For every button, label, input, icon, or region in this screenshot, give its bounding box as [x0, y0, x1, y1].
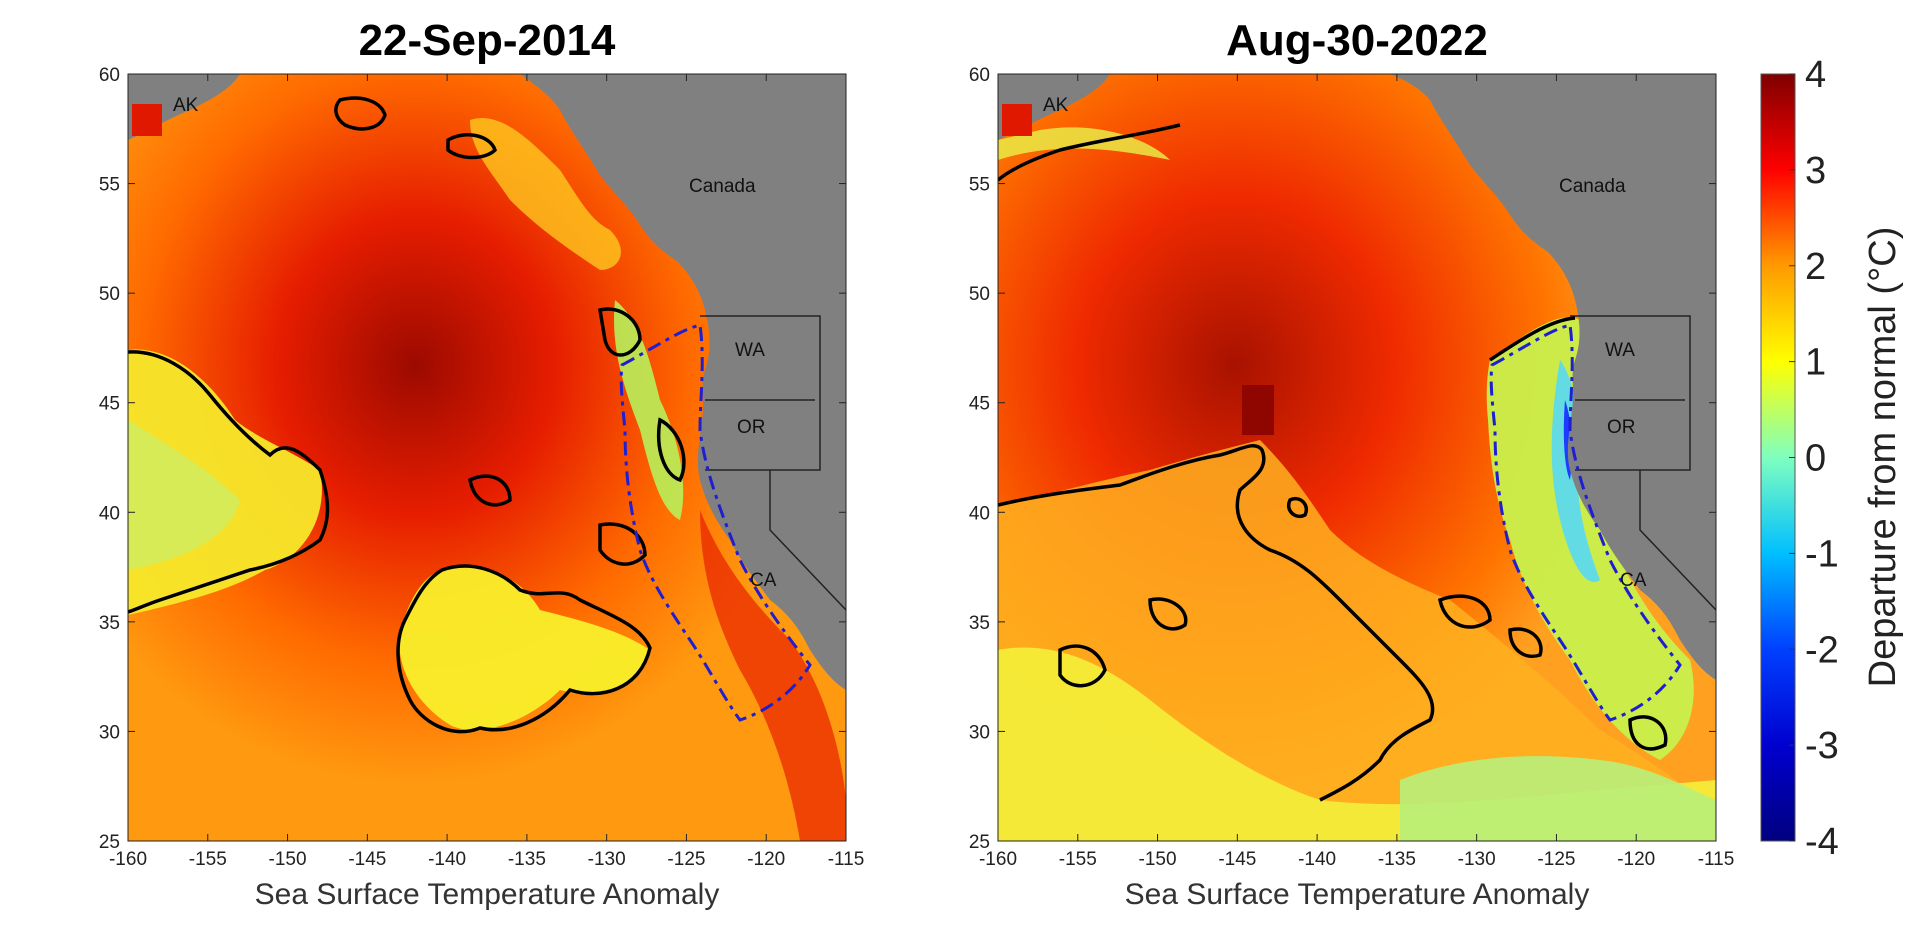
colorbar-tick-label: 2 [1805, 246, 1826, 288]
label-canada: Canada [689, 176, 756, 197]
x-tick-label: -140 [428, 849, 466, 870]
y-tick-label: 50 [969, 284, 990, 305]
x-tick-label: -155 [189, 849, 227, 870]
ak-hot-patch [1002, 104, 1032, 136]
map-area: AK Canada WA OR CA [998, 74, 1716, 841]
ak-hot-patch [132, 104, 162, 136]
x-tick-label: -135 [508, 849, 546, 870]
hot-anomaly-coast [700, 510, 846, 841]
colorbar-tick-label: 3 [1805, 150, 1826, 192]
x-tick-label: -130 [1458, 849, 1496, 870]
x-tick-label: -150 [1139, 849, 1177, 870]
panel-title: 22-Sep-2014 [359, 16, 616, 65]
x-tick-label: -150 [269, 849, 307, 870]
cool-anomaly-south-core [1400, 756, 1716, 841]
y-tick-label: 55 [969, 175, 990, 196]
y-tick-label: 60 [99, 65, 120, 86]
x-tick-label: -160 [979, 849, 1017, 870]
x-axis-label: Sea Surface Temperature Anomaly [1125, 878, 1590, 911]
label-ca: CA [1620, 570, 1647, 591]
colorbar-tick-label: 1 [1805, 342, 1826, 384]
contours [128, 96, 686, 734]
x-tick-label: -125 [1537, 849, 1575, 870]
warm-anomaly-patch [1242, 385, 1274, 435]
x-tick-label: -135 [1378, 849, 1416, 870]
y-tick-label: 25 [99, 832, 120, 853]
cool-anomaly-coast [1486, 317, 1694, 760]
x-tick-label: -120 [747, 849, 785, 870]
x-tick-label: -130 [588, 849, 626, 870]
colorbar-tick-label: -3 [1805, 725, 1839, 767]
y-tick-label: 45 [969, 394, 990, 415]
y-tick-label: 35 [99, 613, 120, 634]
y-tick-label: 50 [99, 284, 120, 305]
axes-box [997, 73, 1717, 842]
cool-anomaly-south [399, 566, 650, 731]
x-tick-label: -160 [109, 849, 147, 870]
y-tick-label: 30 [99, 722, 120, 743]
x-tick-label: -115 [1698, 849, 1735, 870]
cool-anomaly-west-core [128, 420, 240, 570]
label-ca: CA [750, 570, 777, 591]
colorbar: 4 3 2 1 0 -1 -2 -3 -4 Departure from normal (°C) [1760, 54, 1904, 863]
x-tick-label: -125 [667, 849, 705, 870]
panel-title: Aug-30-2022 [1226, 16, 1488, 65]
label-ak: AK [1043, 95, 1069, 116]
cool-anomaly-south [998, 647, 1716, 841]
panel-2022: Aug-30-2022 [969, 16, 1734, 911]
colorbar-tick-label: -1 [1805, 533, 1839, 575]
axes-box [127, 73, 847, 842]
x-axis-label: Sea Surface Temperature Anomaly [255, 878, 720, 911]
label-canada: Canada [1559, 176, 1626, 197]
axis-ticks: -160 -155 -150 -145 -140 -135 -130 -125 -120 -115… [99, 65, 864, 870]
y-tick-label: 45 [99, 394, 120, 415]
y-tick-label: 40 [969, 503, 990, 524]
label-or: OR [737, 417, 766, 438]
panel-2014: 22-Sep-2014 [99, 16, 864, 911]
y-tick-label: 35 [969, 613, 990, 634]
y-tick-label: 30 [969, 722, 990, 743]
colorbar-tick-label: -4 [1805, 821, 1839, 863]
map-area: AK Canada WA OR CA [128, 74, 846, 841]
state-borders [1570, 315, 1716, 611]
x-tick-label: -120 [1617, 849, 1655, 870]
coastal-box-outline [1489, 323, 1682, 722]
colorbar-ticks: 4 3 2 1 0 -1 -2 -3 -4 [1789, 54, 1839, 863]
label-wa: WA [1605, 340, 1635, 361]
colorbar-label: Departure from normal (°C) [1862, 227, 1904, 688]
axis-ticks: -160 -155 -150 -145 -140 -135 -130 -125 -120 -115… [969, 65, 1734, 870]
x-tick-label: -140 [1298, 849, 1336, 870]
y-tick-label: 60 [969, 65, 990, 86]
contours [998, 123, 1668, 802]
state-borders [700, 315, 846, 611]
x-tick-label: -155 [1059, 849, 1097, 870]
land-north-america [520, 74, 846, 690]
label-or: OR [1607, 417, 1636, 438]
y-tick-label: 40 [99, 503, 120, 524]
colorbar-tick-label: 0 [1805, 438, 1826, 480]
colorbar-tick-label: 4 [1805, 54, 1826, 96]
land-north-america [1390, 74, 1716, 680]
label-wa: WA [735, 340, 765, 361]
y-tick-label: 55 [99, 175, 120, 196]
label-ak: AK [173, 95, 199, 116]
x-tick-label: -115 [828, 849, 865, 870]
warm-anomaly-north [470, 118, 621, 270]
coastal-box-outline [619, 323, 812, 722]
x-tick-label: -145 [1218, 849, 1256, 870]
y-tick-label: 25 [969, 832, 990, 853]
colorbar-tick-label: -2 [1805, 629, 1839, 671]
x-tick-label: -145 [348, 849, 386, 870]
